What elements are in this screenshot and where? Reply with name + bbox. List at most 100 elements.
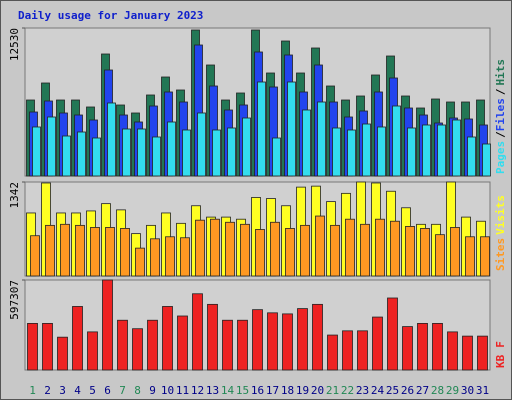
bar [362,123,371,177]
bar [342,330,353,371]
x-tick-label: 7 [119,384,126,397]
bar [272,137,281,177]
bar [405,226,415,277]
bar [147,319,158,371]
x-tick-label: 3 [59,384,66,397]
bar [177,315,188,371]
bar [252,309,263,371]
bar [347,129,356,177]
bar [375,218,385,277]
x-tick-label: 29 [446,384,459,397]
bar [482,143,491,177]
chart-title: Daily usage for January 2023 [18,9,203,22]
x-tick-label: 4 [74,384,81,397]
bar [77,131,86,177]
x-tick-label: 25 [386,384,399,397]
bar [87,331,98,371]
bar [422,124,431,177]
bar [30,235,40,277]
legend-entry: Files [494,98,507,131]
bar [192,293,203,371]
bar [372,316,383,371]
x-tick-label: 5 [89,384,96,397]
bar [122,128,131,177]
bar [287,81,296,177]
x-tick-label: 17 [266,384,279,397]
bar [465,236,475,277]
bar [105,227,115,277]
x-tick-label: 16 [251,384,264,397]
bar [227,127,236,177]
x-tick-label: 8 [134,384,141,397]
bar [282,313,293,371]
bar [447,331,458,371]
x-tick-label: 13 [206,384,219,397]
legend-extra: F [494,341,507,348]
bar [302,109,311,177]
bar [27,323,38,371]
bar [75,224,85,277]
bar [345,218,355,277]
bar [207,303,218,371]
bar [297,308,308,371]
bar [92,137,101,177]
bar [180,237,190,277]
bar [222,319,233,371]
legend-separator: / [494,88,507,95]
bar [120,228,130,277]
x-tick-label: 18 [281,384,294,397]
bar [255,229,265,277]
bar [477,335,488,371]
bar [392,105,401,177]
legend-entry: Pages [494,141,507,174]
bar [330,224,340,277]
bar [107,102,116,177]
bar [62,135,71,177]
bar [420,228,430,277]
x-tick-label: 14 [221,384,235,397]
bar [450,227,460,277]
x-tick-label: 12 [191,384,204,397]
bar [197,112,206,177]
bar [195,219,205,277]
bar [242,117,251,177]
bar [237,319,248,371]
legend: Pages/Files/Hits [494,59,507,174]
legend-entry: KB [494,354,507,368]
bar [90,227,100,277]
bar [132,328,143,371]
x-tick-label: 21 [326,384,339,397]
bar [135,247,145,277]
bar [402,326,413,371]
x-tick-label: 2 [44,384,51,397]
legend-entry: Hits [494,59,507,86]
bar [270,221,280,277]
bar [102,279,113,371]
bar [312,303,323,371]
bar [137,128,146,177]
legend: KB F [494,341,507,368]
bar [152,136,161,177]
bar [480,236,490,277]
bar [377,126,386,177]
legend-entry: Visits [494,195,507,235]
x-tick-label: 10 [161,384,174,397]
bar [432,323,443,371]
bar [212,129,221,177]
x-tick-label: 28 [431,384,444,397]
bar [300,224,310,277]
y-tick-label: 12530 [8,28,21,61]
x-tick-label: 11 [176,384,189,397]
bar [225,221,235,277]
bar [407,127,416,177]
bar [240,223,250,277]
bar [317,101,326,177]
bar [417,323,428,371]
bar [165,236,175,277]
bar [57,336,68,371]
x-tick-label: 20 [311,384,324,397]
bar [182,129,191,177]
bar [327,334,338,371]
bar [167,121,176,177]
